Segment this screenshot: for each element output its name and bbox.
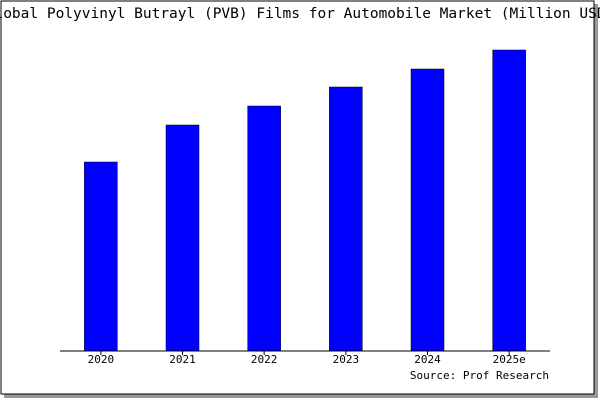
- bar: [84, 161, 118, 352]
- x-tick-label: 2020: [88, 353, 115, 366]
- bar: [410, 68, 445, 352]
- source-note: Source: Prof Research: [410, 369, 549, 382]
- bar: [492, 49, 526, 352]
- x-tick-label: 2022: [251, 353, 278, 366]
- plot-area: [60, 48, 550, 351]
- bar: [165, 124, 200, 352]
- x-tick-label: 2025e: [493, 353, 526, 366]
- bar: [329, 86, 363, 352]
- x-tick-label: 2021: [169, 353, 196, 366]
- x-tick-label: 2023: [333, 353, 360, 366]
- bar: [247, 105, 281, 352]
- x-tick-label: 2024: [414, 353, 441, 366]
- chart-title: Global Polyvinyl Butrayl (PVB) Films for…: [0, 6, 600, 22]
